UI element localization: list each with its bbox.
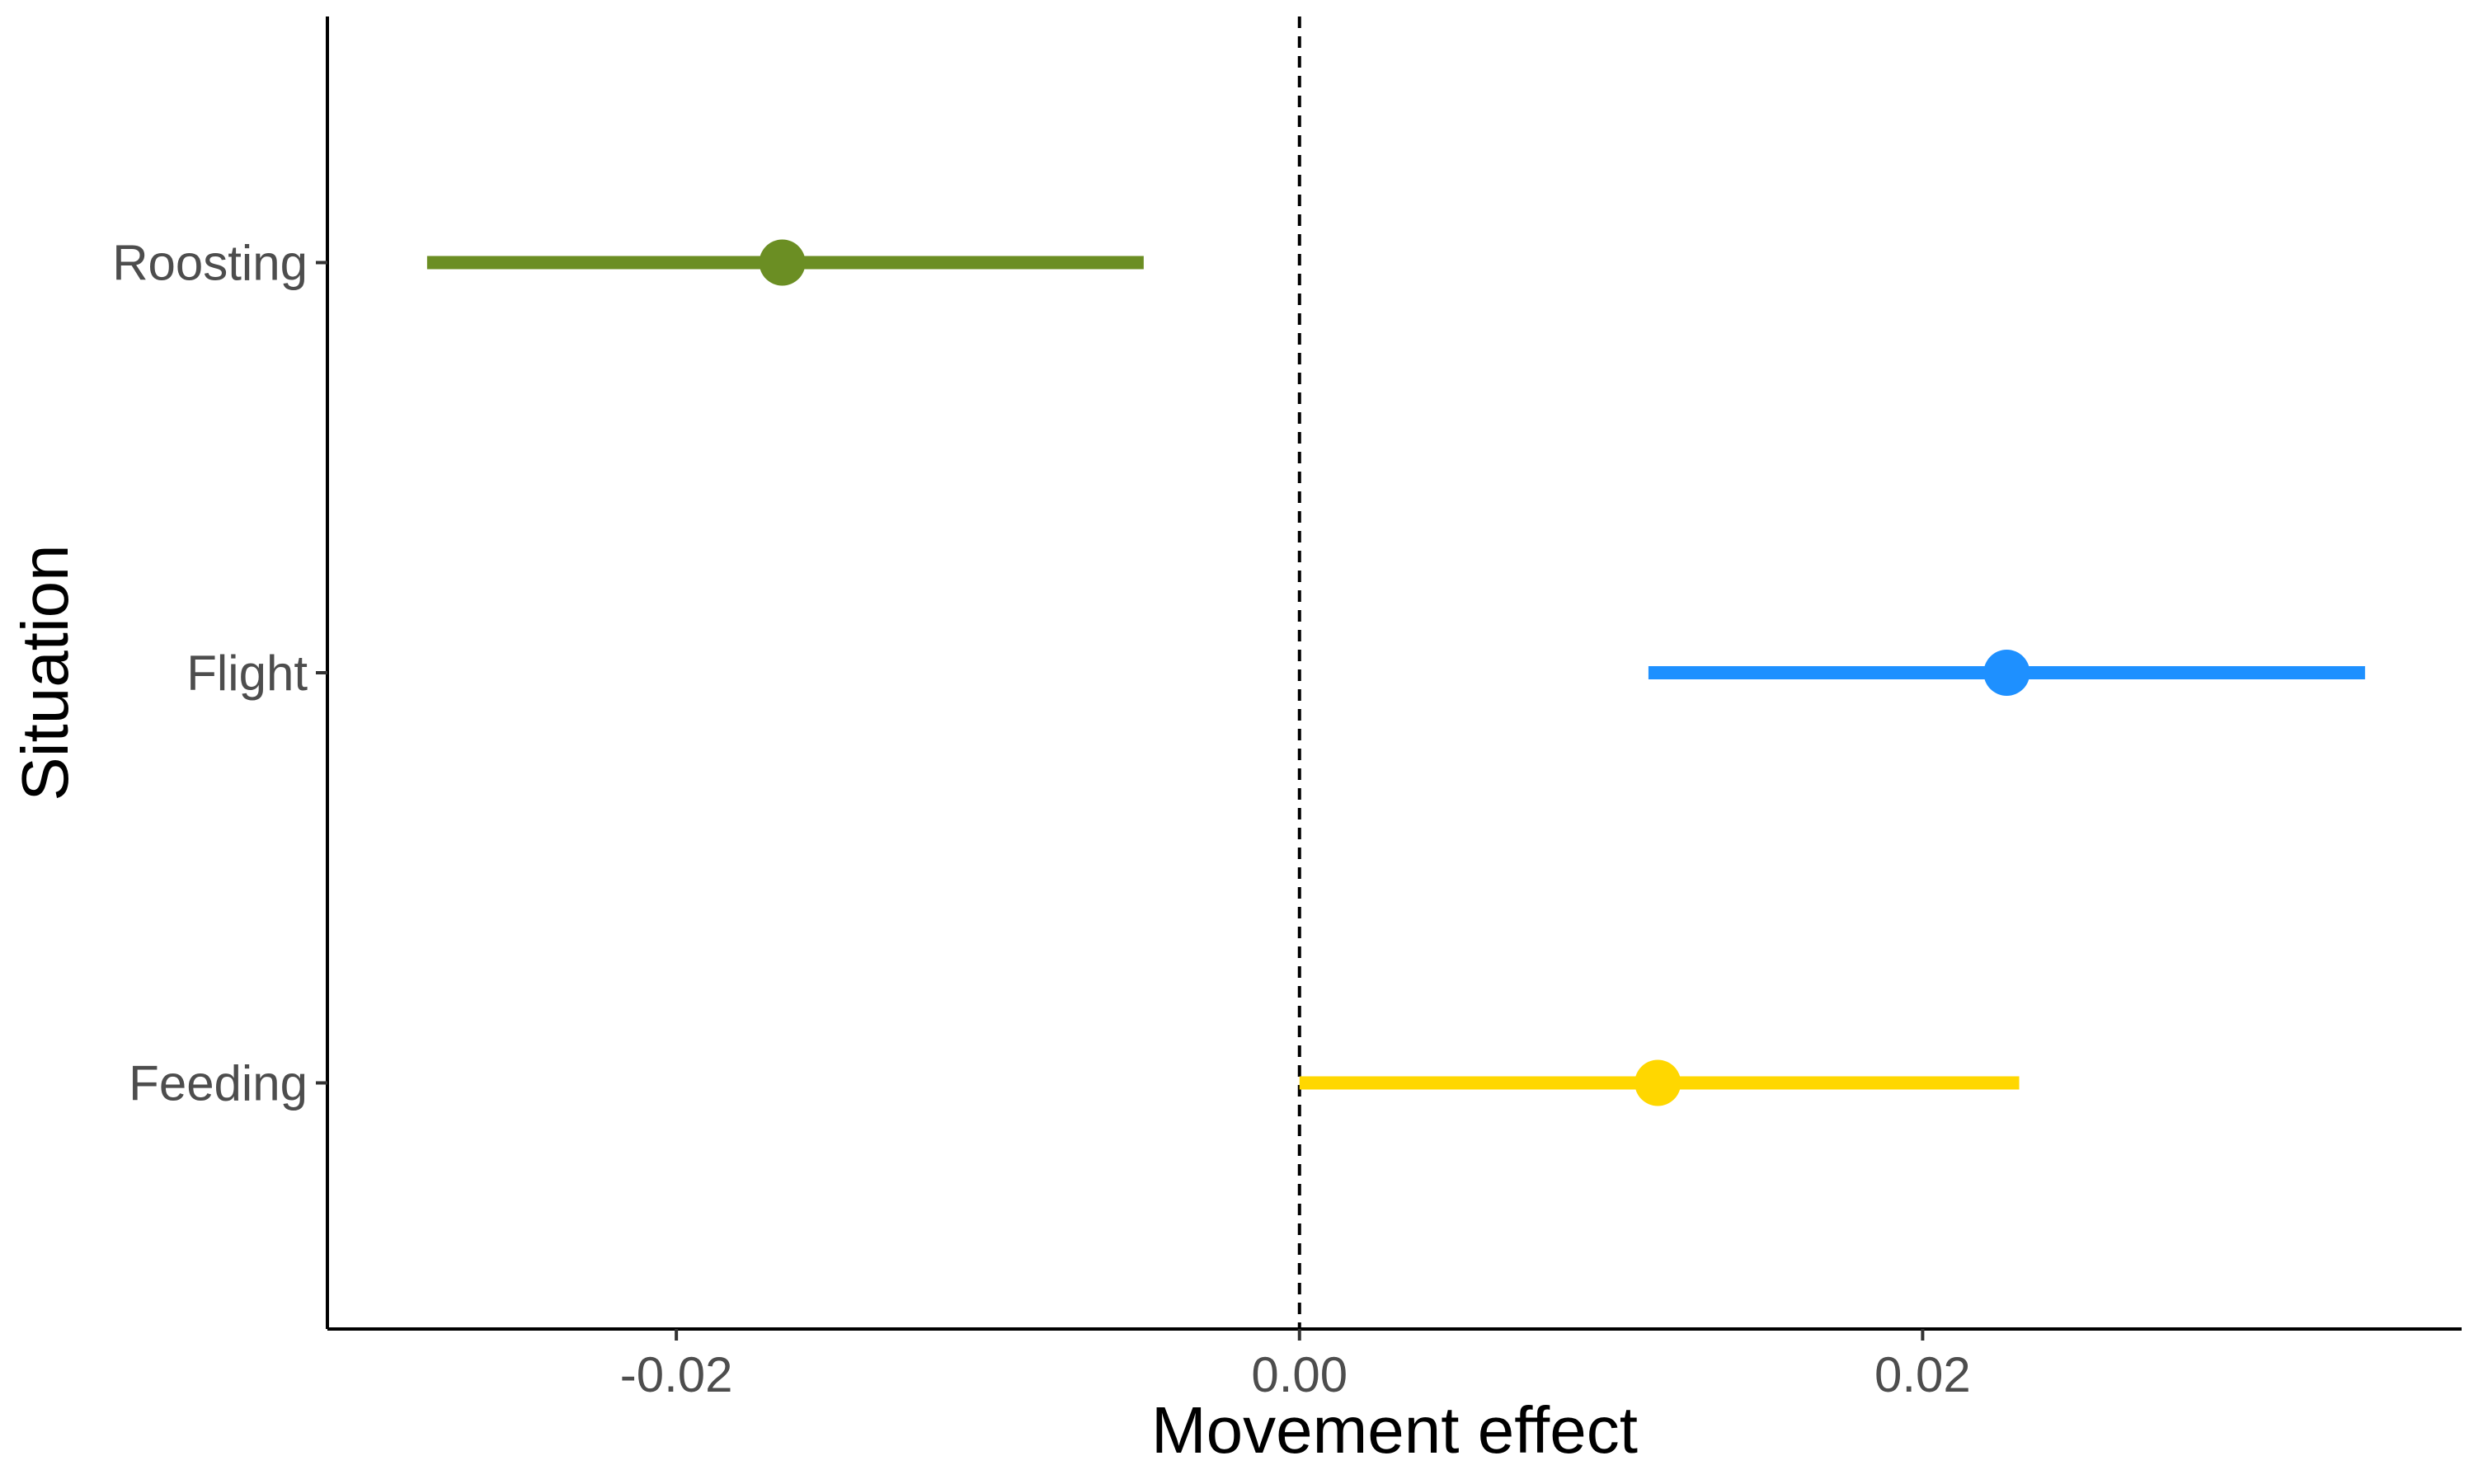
y-tick-label-roosting: Roosting: [112, 236, 308, 291]
x-tick-label: 0.02: [1874, 1347, 1971, 1402]
y-axis-ticks: Feeding Flight Roosting: [112, 236, 327, 1111]
y-tick-label-feeding: Feeding: [129, 1056, 308, 1111]
chart-marks: [426, 239, 2365, 1106]
estimate-point-flight: [1983, 650, 2030, 696]
y-axis-title: Situation: [8, 544, 82, 801]
x-axis-title: Movement effect: [1151, 1393, 1638, 1467]
estimate-point-roosting: [759, 239, 806, 286]
estimate-point-feeding: [1634, 1059, 1681, 1106]
x-tick-label: -0.02: [620, 1347, 733, 1402]
y-tick-label-flight: Flight: [186, 646, 308, 701]
x-tick-label: 0.00: [1251, 1347, 1348, 1402]
x-axis-ticks: -0.02 0.00 0.02: [620, 1329, 1971, 1402]
